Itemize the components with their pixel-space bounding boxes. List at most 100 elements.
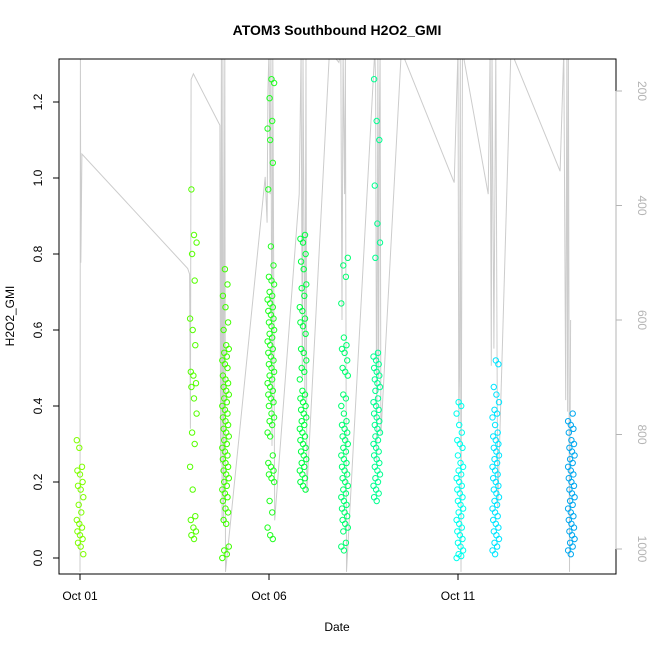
data-point bbox=[186, 463, 194, 470]
data-point bbox=[299, 323, 307, 330]
data-point bbox=[374, 467, 381, 474]
data-point bbox=[338, 463, 346, 470]
y2-tick-label: 1000 bbox=[635, 536, 649, 563]
data-point bbox=[495, 494, 503, 501]
data-point bbox=[495, 361, 502, 368]
data-point bbox=[224, 421, 232, 429]
data-point bbox=[454, 539, 462, 546]
data-point bbox=[269, 159, 276, 167]
data-point bbox=[372, 486, 380, 493]
y2-tick-label: 800 bbox=[635, 424, 649, 444]
data-point bbox=[493, 459, 501, 467]
data-point bbox=[372, 433, 379, 440]
data-point bbox=[269, 292, 276, 299]
data-point bbox=[78, 524, 86, 531]
data-point bbox=[344, 429, 351, 436]
data-point bbox=[225, 475, 233, 482]
x-tick-label: Oct 11 bbox=[441, 589, 476, 603]
data-point bbox=[267, 532, 274, 539]
data-point bbox=[222, 304, 229, 311]
data-point bbox=[223, 520, 230, 527]
data-point bbox=[490, 486, 497, 493]
data-point bbox=[458, 482, 465, 489]
data-point bbox=[339, 475, 346, 482]
data-point bbox=[270, 399, 277, 406]
data-point bbox=[269, 117, 276, 125]
data-point bbox=[224, 380, 232, 387]
data-point bbox=[193, 410, 200, 417]
data-point bbox=[376, 383, 384, 391]
data-point bbox=[270, 357, 277, 364]
data-point bbox=[454, 437, 461, 444]
data-point bbox=[77, 486, 84, 493]
data-point bbox=[224, 463, 232, 470]
data-point bbox=[570, 471, 577, 478]
data-point bbox=[80, 551, 87, 558]
data-point bbox=[341, 349, 348, 356]
data-point bbox=[340, 334, 348, 341]
data-point bbox=[219, 497, 227, 505]
data-point bbox=[489, 414, 496, 421]
data-point bbox=[301, 315, 309, 322]
data-point bbox=[301, 433, 309, 440]
data-point bbox=[374, 220, 381, 227]
data-point bbox=[458, 429, 465, 436]
secondary-y-axis: 200 400 600 800 1000 bbox=[615, 81, 649, 563]
data-point bbox=[456, 421, 463, 429]
data-point bbox=[453, 475, 460, 482]
data-point bbox=[270, 478, 278, 486]
data-point bbox=[370, 482, 377, 489]
data-point bbox=[303, 456, 310, 463]
y-tick-label: 0.2 bbox=[31, 473, 45, 490]
data-point bbox=[224, 494, 231, 501]
data-point bbox=[299, 399, 307, 406]
data-point bbox=[570, 524, 578, 531]
data-point bbox=[78, 463, 86, 470]
data-point bbox=[344, 513, 351, 520]
data-point bbox=[491, 497, 498, 505]
data-point bbox=[269, 421, 276, 429]
data-point bbox=[489, 463, 496, 470]
data-point bbox=[301, 368, 308, 375]
data-point bbox=[344, 471, 351, 478]
data-point bbox=[225, 433, 233, 440]
data-point bbox=[267, 243, 275, 250]
data-point bbox=[270, 281, 278, 288]
data-point bbox=[268, 475, 275, 482]
data-point bbox=[270, 368, 278, 375]
data-point bbox=[297, 437, 304, 444]
data-point bbox=[370, 494, 378, 501]
data-point bbox=[571, 494, 578, 501]
data-point bbox=[79, 535, 86, 543]
data-point bbox=[74, 467, 81, 474]
data-point bbox=[372, 444, 380, 451]
data-point bbox=[459, 535, 466, 543]
data-point bbox=[340, 410, 348, 417]
data-point bbox=[458, 471, 465, 478]
data-point bbox=[459, 547, 467, 554]
data-point bbox=[269, 387, 276, 394]
data-point bbox=[301, 421, 308, 429]
data-point bbox=[453, 516, 460, 524]
data-point bbox=[223, 471, 230, 478]
data-point bbox=[375, 406, 382, 413]
data-point bbox=[302, 486, 309, 493]
data-point bbox=[490, 444, 497, 451]
data-point bbox=[299, 429, 306, 436]
data-point bbox=[340, 528, 347, 535]
data-point bbox=[219, 292, 227, 299]
data-point bbox=[376, 239, 384, 246]
pressure-trace-layer bbox=[79, 59, 572, 572]
data-point bbox=[303, 357, 310, 364]
data-point bbox=[265, 349, 272, 356]
data-point bbox=[570, 513, 577, 520]
data-points-layer bbox=[73, 76, 578, 562]
data-point bbox=[338, 402, 345, 410]
data-point bbox=[267, 395, 275, 402]
data-point bbox=[264, 338, 271, 345]
data-point bbox=[302, 444, 309, 451]
data-point bbox=[342, 448, 350, 455]
data-point bbox=[338, 300, 345, 307]
data-point bbox=[340, 262, 347, 269]
data-point bbox=[344, 254, 351, 261]
